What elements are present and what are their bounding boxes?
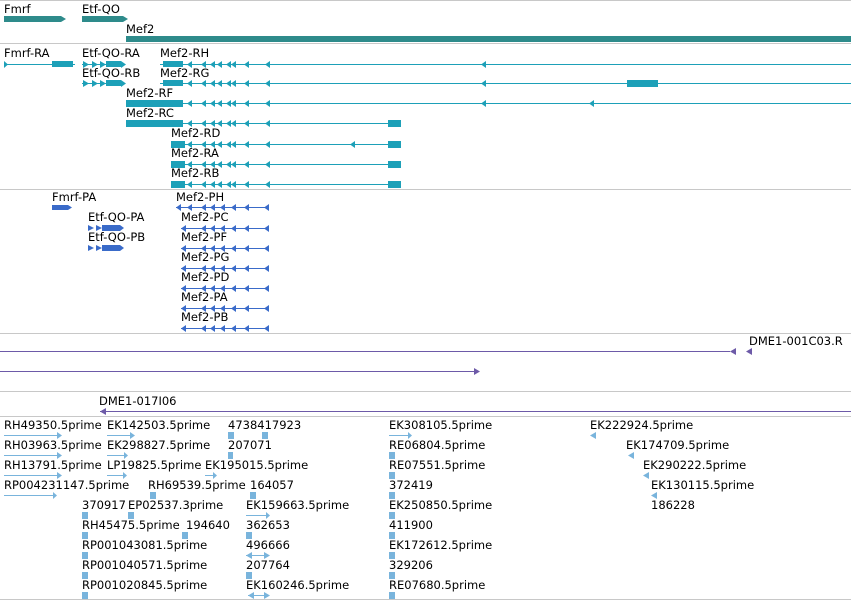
transcript-glyph-mef2-rd[interactable]: [171, 141, 401, 148]
clone-glyph-dme1-001c03-r[interactable]: [0, 348, 752, 375]
est-label[interactable]: 362653: [246, 518, 290, 532]
est-label[interactable]: EK172612.5prime: [389, 538, 493, 552]
protein-label-etf-qo-pb[interactable]: Etf-QO-PB: [88, 230, 146, 244]
est-label[interactable]: RH69539.5prime: [148, 478, 246, 492]
est-label[interactable]: RH49350.5prime: [4, 418, 102, 432]
protein-glyph-mef2-pb[interactable]: [181, 325, 269, 332]
est-label[interactable]: EK174709.5prime: [626, 438, 730, 452]
protein-glyph-mef2-pc[interactable]: [181, 225, 269, 232]
est-label[interactable]: RE07680.5prime: [389, 578, 486, 592]
gene-label-mef2[interactable]: Mef2: [126, 22, 155, 36]
est-label[interactable]: RE06804.5prime: [389, 438, 486, 452]
est-label[interactable]: RP001043081.5prime: [82, 538, 208, 552]
transcript-label-mef2-rh[interactable]: Mef2-RH: [160, 46, 210, 60]
gene-glyph-mef2[interactable]: [126, 36, 851, 42]
protein-glyph-mef2-pg[interactable]: [181, 265, 269, 272]
gene-glyph-etf-qo[interactable]: [82, 16, 128, 22]
protein-glyph-mef2-pd[interactable]: [181, 285, 269, 292]
gene-label-fmrf[interactable]: Fmrf: [4, 2, 31, 16]
est-label[interactable]: RP001040571.5prime: [82, 558, 208, 572]
clone-label-dme1-017i06[interactable]: DME1-017I06: [99, 394, 177, 408]
protein-label-mef2-pd[interactable]: Mef2-PD: [181, 270, 230, 284]
protein-glyph-mef2-pa[interactable]: [181, 305, 269, 312]
protein-glyph-etf-qo-pb[interactable]: [88, 245, 124, 251]
transcript-glyph-etf-qo-rb[interactable]: [82, 80, 126, 87]
transcript-label-mef2-rd[interactable]: Mef2-RD: [171, 126, 221, 140]
clone-label-dme1-001c03-r[interactable]: DME1-001C03.R: [749, 334, 843, 348]
est-label[interactable]: LP19825.5prime: [107, 458, 202, 472]
est-label[interactable]: EK298827.5prime: [107, 438, 211, 452]
protein-label-mef2-pg[interactable]: Mef2-PG: [181, 250, 230, 264]
est-label[interactable]: EK195015.5prime: [205, 458, 309, 472]
est-label[interactable]: 194640: [186, 518, 230, 532]
transcript-glyph-mef2-rb[interactable]: [171, 181, 401, 188]
est-label[interactable]: EK142503.5prime: [107, 418, 211, 432]
transcript-glyph-mef2-rc[interactable]: [126, 120, 401, 127]
est-label[interactable]: 372419: [389, 478, 433, 492]
protein-label-mef2-pa[interactable]: Mef2-PA: [181, 290, 228, 304]
est-label[interactable]: 411900: [389, 518, 433, 532]
est-label[interactable]: 4738417923: [228, 418, 302, 432]
protein-glyph-mef2-ph[interactable]: [176, 204, 269, 211]
protein-label-mef2-pc[interactable]: Mef2-PC: [181, 210, 229, 224]
transcript-label-etf-qo-ra[interactable]: Etf-QO-RA: [82, 46, 140, 60]
protein-label-mef2-pb[interactable]: Mef2-PB: [181, 310, 229, 324]
transcript-glyph-fmrf-ra[interactable]: [4, 61, 75, 68]
est-label[interactable]: EK130115.5prime: [651, 478, 755, 492]
est-label[interactable]: RE07551.5prime: [389, 458, 486, 472]
clone-glyph-dme1-017i06[interactable]: [100, 408, 851, 415]
protein-label-fmrf-pa[interactable]: Fmrf-PA: [52, 190, 97, 204]
transcript-glyph-mef2-rh[interactable]: [160, 61, 851, 68]
est-label[interactable]: EK222924.5prime: [590, 418, 694, 432]
transcript-glyph-mef2-rg[interactable]: [160, 80, 851, 87]
est-label[interactable]: EK250850.5prime: [389, 498, 493, 512]
est-label[interactable]: RP004231147.5prime: [4, 478, 130, 492]
est-label[interactable]: RH03963.5prime: [4, 438, 102, 452]
transcript-label-mef2-rg[interactable]: Mef2-RG: [160, 66, 210, 80]
transcript-glyph-mef2-ra[interactable]: [171, 161, 401, 168]
protein-label-mef2-ph[interactable]: Mef2-PH: [176, 190, 225, 204]
transcript-glyph-etf-qo-ra[interactable]: [82, 61, 126, 68]
transcript-label-fmrf-ra[interactable]: Fmrf-RA: [4, 46, 50, 60]
protein-label-mef2-pf[interactable]: Mef2-PF: [181, 230, 228, 244]
transcript-label-mef2-rf[interactable]: Mef2-RF: [126, 86, 174, 100]
transcript-label-etf-qo-rb[interactable]: Etf-QO-RB: [82, 66, 141, 80]
protein-glyph-fmrf-pa[interactable]: [52, 205, 72, 210]
est-label[interactable]: EK290222.5prime: [643, 458, 747, 472]
est-label[interactable]: EK160246.5prime: [246, 578, 350, 592]
est-label[interactable]: 370917: [82, 498, 126, 512]
est-label[interactable]: RP001020845.5prime: [82, 578, 208, 592]
protein-glyph-etf-qo-pa[interactable]: [88, 225, 124, 231]
est-label[interactable]: EK159663.5prime: [246, 498, 350, 512]
est-label[interactable]: 329206: [389, 558, 433, 572]
est-glyph-layer[interactable]: [4, 432, 657, 599]
transcript-label-mef2-rb[interactable]: Mef2-RB: [171, 166, 220, 180]
protein-label-etf-qo-pa[interactable]: Etf-QO-PA: [88, 210, 145, 224]
est-label[interactable]: RH45475.5prime: [82, 518, 180, 532]
est-label[interactable]: 496666: [246, 538, 290, 552]
gene-glyph-fmrf[interactable]: [4, 16, 66, 22]
est-label[interactable]: EK308105.5prime: [389, 418, 493, 432]
est-label[interactable]: 207764: [246, 558, 290, 572]
gene-label-etf-qo[interactable]: Etf-QO: [82, 2, 120, 16]
est-label[interactable]: 207071: [228, 438, 272, 452]
protein-glyph-mef2-pf[interactable]: [181, 245, 269, 252]
est-label[interactable]: 186228: [651, 498, 695, 512]
transcript-label-mef2-rc[interactable]: Mef2-RC: [126, 106, 174, 120]
transcript-glyph-mef2-rf[interactable]: [126, 100, 851, 107]
est-label[interactable]: EP02537.3prime: [128, 498, 224, 512]
est-label[interactable]: RH13791.5prime: [4, 458, 102, 472]
est-label[interactable]: 164057: [250, 478, 294, 492]
transcript-label-mef2-ra[interactable]: Mef2-RA: [171, 146, 219, 160]
